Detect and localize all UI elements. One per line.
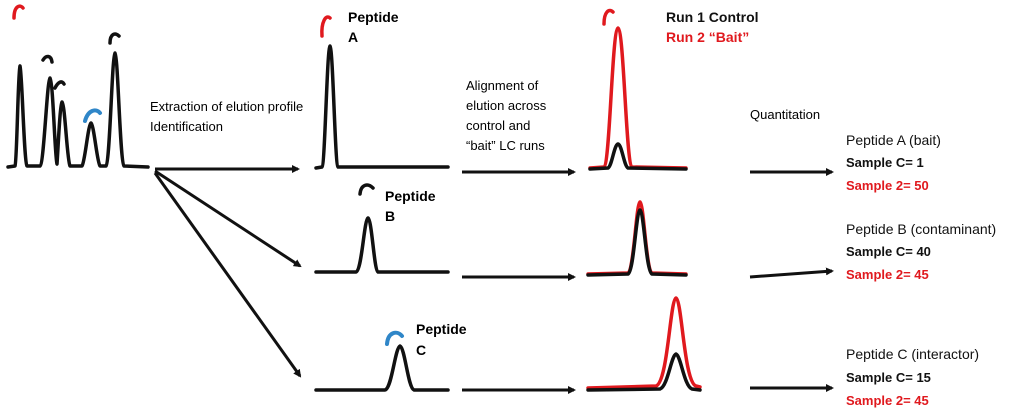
peptide-c-blue-mark [385,330,404,346]
result-a-bait: Sample 2= 50 [846,178,929,193]
black-mark-c [108,32,121,45]
result-b-title: Peptide B (contaminant) [846,221,996,237]
aligned-a-control-trace [588,142,688,171]
result-b-control: Sample C= 40 [846,244,931,259]
aligned-a-red-mark [602,8,615,26]
result-c-control: Sample C= 15 [846,370,931,385]
extraction-label-line2: Identification [150,119,223,134]
arrow-extract-c [153,172,302,378]
peptide-b-label-line1: Peptide [385,188,436,204]
aligned-c-control-trace [586,352,702,392]
peptide-a-label-line2: A [348,29,358,45]
result-b-bait: Sample 2= 45 [846,267,929,282]
peptide-b-black-mark [358,183,375,196]
arrow-quant-b [749,267,834,279]
result-a-title: Peptide A (bait) [846,132,941,148]
alignment-label-line2: elution across [466,98,547,113]
peptide-a-trace [314,44,450,170]
result-c-bait: Sample 2= 45 [846,393,929,408]
result-c-title: Peptide C (interactor) [846,346,979,362]
red-mark-full [12,4,25,20]
blue-mark-full [83,108,102,123]
alignment-label-line3: control and [466,118,530,133]
alignment-label-line4: “bait” LC runs [466,138,545,153]
peptide-b-trace [314,216,450,274]
peptide-a-red-mark [320,15,332,38]
peptide-c-trace [314,344,450,392]
result-a-control: Sample C= 1 [846,155,924,170]
extraction-label-line1: Extraction of elution profile [150,99,303,114]
quantitation-label: Quantitation [750,107,820,122]
aligned-a-bait-trace [588,26,688,170]
full-chromatogram [6,51,150,169]
legend-run1-control: Run 1 Control [666,9,759,25]
black-mark-a [41,54,54,64]
peptide-a-label-line1: Peptide [348,9,399,25]
legend-run2-bait: Run 2 “Bait” [666,29,749,45]
aligned-b-control-trace [586,208,688,277]
peptide-c-label-line1: Peptide [416,321,467,337]
aligned-c-bait-trace [586,296,702,390]
peptide-b-label-line2: B [385,208,395,224]
black-mark-b [53,80,66,90]
arrow-extract-b [154,169,302,268]
peptide-c-label-line2: C [416,342,426,358]
alignment-label-line1: Alignment of [466,78,539,93]
